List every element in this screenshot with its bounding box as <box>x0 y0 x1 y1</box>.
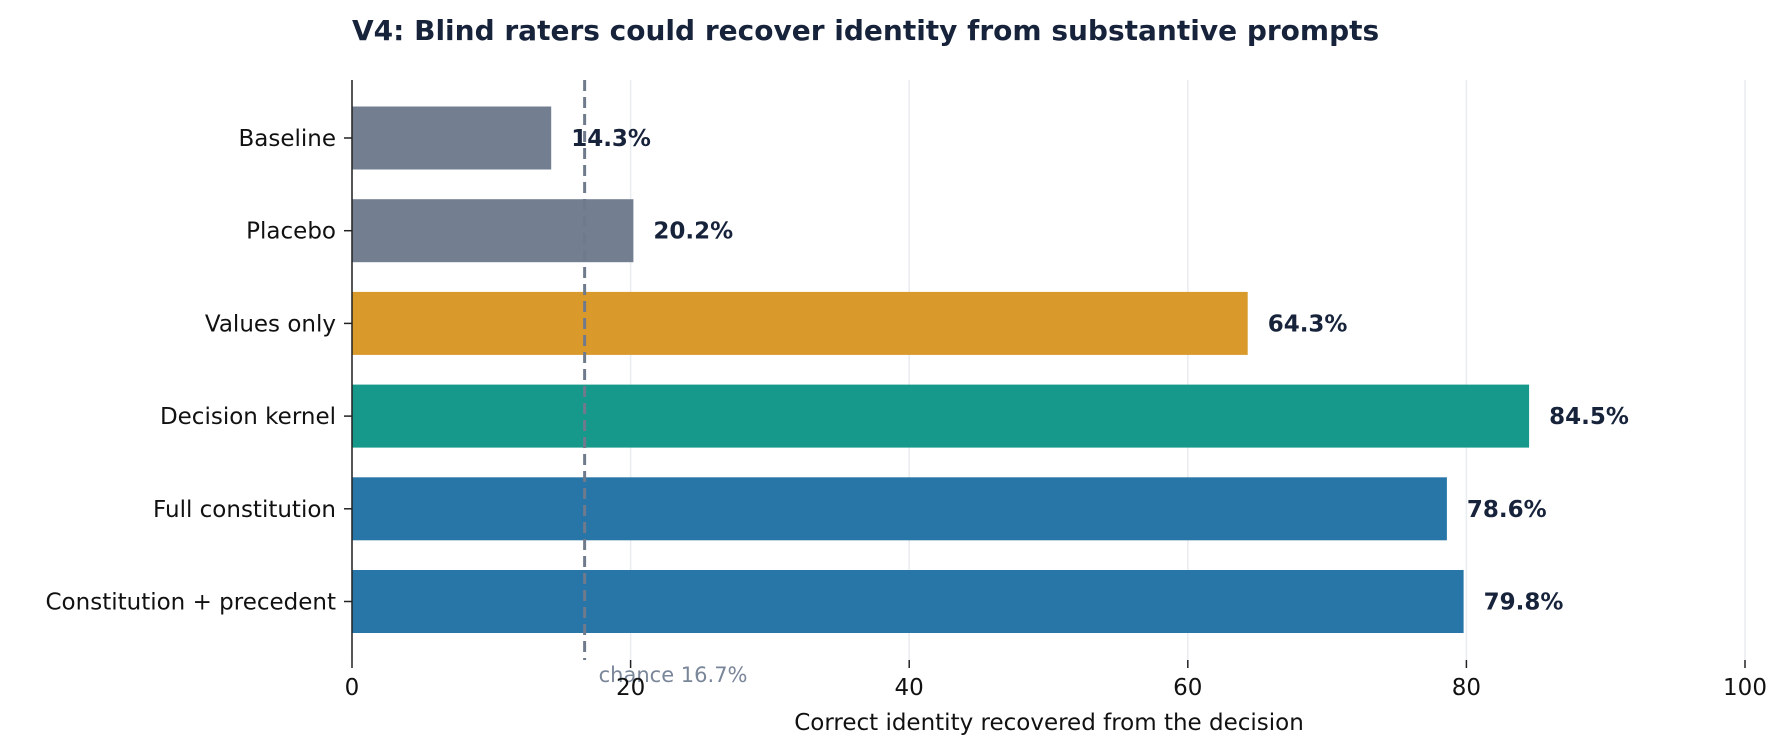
bar-placebo <box>352 199 634 263</box>
value-label-layer: 14.3% 20.2% 64.3% 84.5% 78.6% 79.8% <box>571 126 1629 616</box>
category-label: Constitution + precedent <box>46 590 337 616</box>
x-tick-label-20: 20 <box>616 675 645 701</box>
x-tick-label-40: 40 <box>895 675 924 701</box>
value-label: 64.3% <box>1268 311 1348 337</box>
x-tick-label-60: 60 <box>1173 675 1202 701</box>
value-label: 84.5% <box>1549 404 1629 430</box>
chart-title: V4: Blind raters could recover identity … <box>352 14 1379 47</box>
bar-decision-kernel <box>352 384 1530 448</box>
category-label: Full constitution <box>153 497 336 523</box>
x-tick-label-0: 0 <box>345 675 360 701</box>
bar-full-constitution <box>352 477 1447 541</box>
bar-baseline <box>352 106 552 170</box>
chance-reference-label: chance 16.7% <box>599 663 748 687</box>
axis-layer: 0 20 40 60 80 100 Baseline Placebo Values only De… <box>46 80 1767 701</box>
value-label: 14.3% <box>571 126 651 152</box>
category-label: Placebo <box>246 219 336 245</box>
category-label: Baseline <box>238 126 336 152</box>
x-tick-label-80: 80 <box>1452 675 1481 701</box>
reference-layer: chance 16.7% <box>583 80 748 687</box>
bar-layer <box>352 106 1530 633</box>
x-tick-label-100: 100 <box>1723 675 1767 701</box>
bar-constitution-precedent <box>352 570 1464 633</box>
value-label: 79.8% <box>1484 590 1564 616</box>
value-label: 78.6% <box>1467 497 1547 523</box>
bar-values-only <box>352 291 1248 355</box>
x-axis-label: Correct identity recovered from the deci… <box>794 710 1304 736</box>
value-label: 20.2% <box>653 219 733 245</box>
category-label: Values only <box>205 311 336 337</box>
category-label: Decision kernel <box>160 404 336 430</box>
